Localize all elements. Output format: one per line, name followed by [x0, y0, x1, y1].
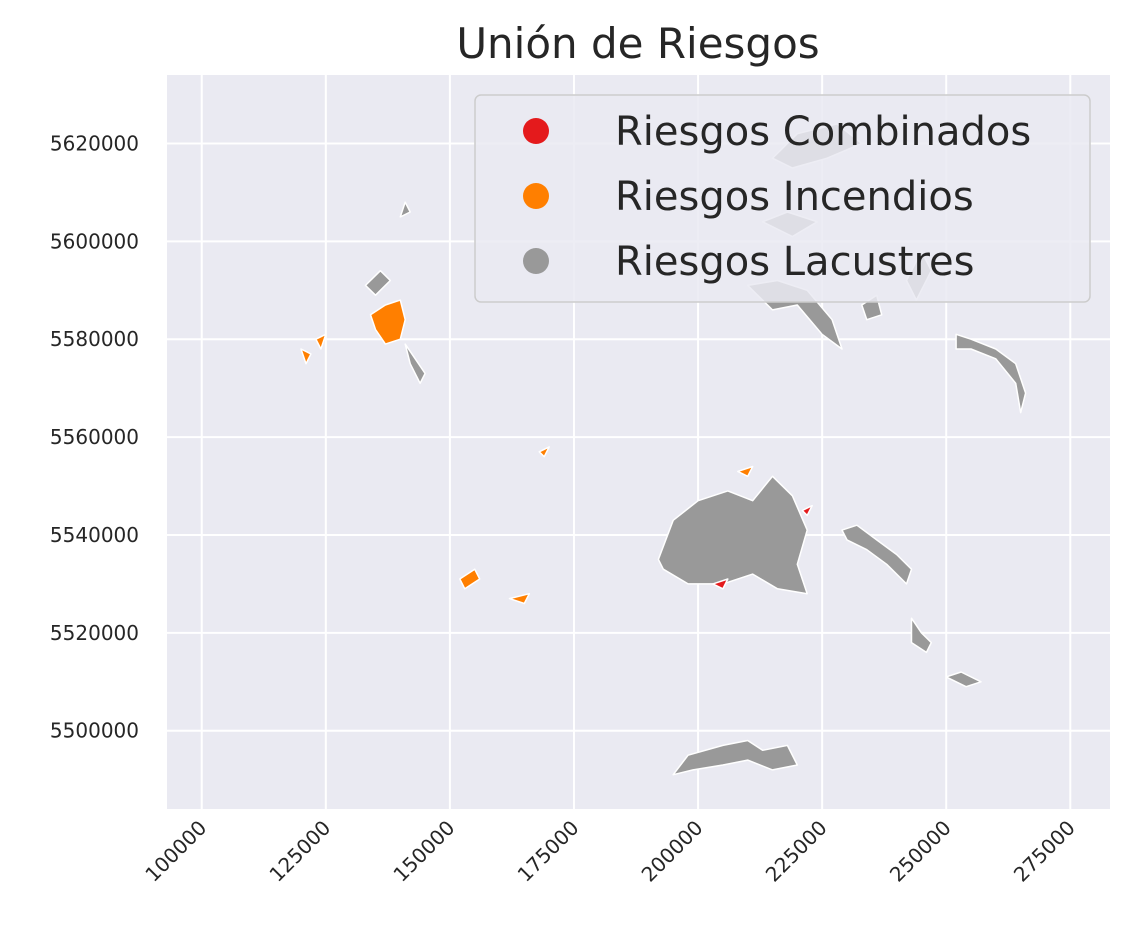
- x-tick-label: 250000: [885, 816, 956, 887]
- legend: Riesgos Combinados Riesgos Incendios Riesg…: [474, 94, 1091, 303]
- region-riesgos-incendios: [369, 299, 406, 345]
- x-tick-label: 100000: [140, 816, 211, 887]
- legend-label: Riesgos Incendios: [615, 174, 974, 220]
- y-tick-label: 5560000: [50, 425, 139, 449]
- region-riesgos-lacustres: [404, 343, 426, 385]
- legend-box: [474, 94, 1091, 303]
- y-tick-label: 5540000: [50, 523, 139, 547]
- x-tick-label: 175000: [513, 816, 584, 887]
- region-riesgos-incendios: [459, 568, 481, 590]
- y-tick-label: 5500000: [50, 719, 139, 743]
- region-riesgos-lacustres: [364, 269, 392, 296]
- region-riesgos-lacustres: [945, 671, 982, 688]
- y-tick-label: 5620000: [50, 132, 139, 156]
- region-riesgos-lacustres: [841, 524, 913, 585]
- x-tick-label: 150000: [388, 816, 459, 887]
- legend-label: Riesgos Combinados: [615, 109, 1031, 155]
- y-tick-label: 5520000: [50, 621, 139, 645]
- x-tick-label: 200000: [637, 816, 708, 887]
- region-riesgos-lacustres: [955, 333, 1027, 414]
- legend-marker: [523, 118, 549, 144]
- x-tick-label: 225000: [761, 816, 832, 887]
- legend-label: Riesgos Lacustres: [615, 239, 974, 285]
- y-tick-label: 5600000: [50, 229, 139, 253]
- region-riesgos-lacustres: [399, 201, 411, 218]
- x-tick-label: 275000: [1009, 816, 1080, 887]
- y-tick-label: 5580000: [50, 327, 139, 351]
- region-riesgos-lacustres: [910, 617, 933, 654]
- region-riesgos-incendios: [315, 333, 327, 350]
- x-axis-ticks: 100000 125000 150000 175000 200000 225000 2500…: [140, 816, 1080, 887]
- region-riesgos-incendios: [737, 465, 754, 478]
- region-riesgos-lacustres: [672, 739, 799, 776]
- region-riesgos-incendios: [300, 348, 312, 365]
- legend-marker: [523, 183, 549, 209]
- region-riesgos-combinados: [801, 504, 813, 517]
- region-riesgos-combinados: [712, 578, 729, 590]
- x-tick-label: 125000: [264, 816, 335, 887]
- y-axis-ticks: 5500000 5520000 5540000 5560000 5580000 56000…: [50, 132, 139, 743]
- region-riesgos-incendios: [508, 592, 531, 605]
- chart-title: Unión de Riesgos: [456, 19, 819, 68]
- region-riesgos-incendios: [538, 446, 550, 458]
- legend-marker: [523, 248, 549, 274]
- region-riesgos-lacustres: [657, 475, 808, 595]
